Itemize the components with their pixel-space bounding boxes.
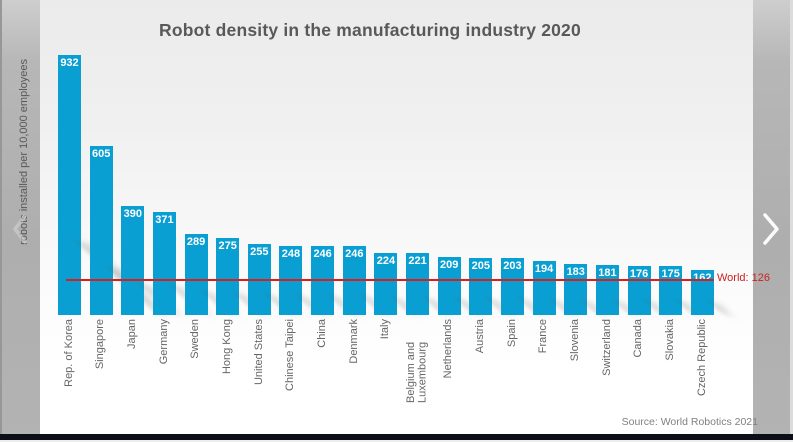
category-label: Czech Republic <box>695 319 708 397</box>
bar-value-label: 176 <box>629 268 649 280</box>
category-label-cell: Spain <box>501 319 524 407</box>
bar: 221 <box>406 253 430 315</box>
category-label-cell: Belgium and Luxembourg <box>405 319 429 407</box>
bar-value-label: 390 <box>123 208 142 220</box>
category-label-cell: Italy <box>374 319 397 407</box>
bar-value-label: 289 <box>186 236 206 248</box>
bar-value-label: 246 <box>345 248 364 260</box>
category-label: Italy <box>379 319 392 340</box>
bar-value-label: 255 <box>250 246 269 258</box>
bar-value-label: 205 <box>471 260 490 272</box>
bar-value-label: 371 <box>155 214 174 226</box>
carousel-prev-button[interactable] <box>8 211 32 251</box>
bar-value-label: 183 <box>566 266 585 278</box>
bar-series: 932 605 390 371 289 275 255 248 246 246 224 221 209 2… <box>58 55 714 315</box>
world-average-label: World: 126 <box>717 272 770 284</box>
bar: 275 <box>216 238 240 315</box>
bar: 162 <box>690 270 714 315</box>
bottom-highlight <box>0 440 793 442</box>
category-label: Sweden <box>189 319 202 359</box>
bar: 181 <box>595 265 619 315</box>
bar: 932 <box>58 55 81 315</box>
bar-value-label: 248 <box>281 248 301 260</box>
bar: 203 <box>500 258 524 315</box>
category-label: Spain <box>505 319 518 348</box>
source-caption: Source: World Robotics 2021 <box>621 416 758 428</box>
category-label-cell: Netherlands <box>438 319 461 407</box>
chart-title: Robot density in the manufacturing indus… <box>159 20 581 40</box>
chevron-right-icon <box>761 212 781 251</box>
category-label-cell: France <box>533 319 556 407</box>
category-label: Denmark <box>347 319 360 364</box>
bar-value-label: 175 <box>661 268 680 280</box>
category-label-cell: Slovenia <box>564 319 587 407</box>
category-label: United States <box>252 319 265 386</box>
category-label-cell: Hong Kong <box>216 319 239 407</box>
category-label: Rep. of Korea <box>62 319 75 387</box>
category-label-cell: China <box>311 319 334 407</box>
category-label: Slovenia <box>569 319 581 362</box>
category-label: France <box>537 319 550 354</box>
bar: 371 <box>152 212 176 315</box>
x-axis-labels: Rep. of Korea Singapore Japan Germany Sweden… <box>58 319 714 407</box>
category-label-cell: Sweden <box>185 319 208 407</box>
carousel-next-button[interactable] <box>759 211 783 251</box>
rail-edge-highlight <box>790 0 793 440</box>
category-label: Singapore <box>94 319 107 370</box>
bar: 209 <box>437 257 461 315</box>
bar-value-label: 275 <box>218 240 237 252</box>
bar: 605 <box>89 146 113 315</box>
category-label: Netherlands <box>442 319 455 379</box>
world-average-reference-line <box>66 279 714 281</box>
bar-value-label: 162 <box>693 272 712 284</box>
category-label: Germany <box>157 319 170 365</box>
category-label-cell: Chinese Taipei <box>279 319 302 407</box>
category-label: Chinese Taipei <box>284 319 297 391</box>
bar: 205 <box>469 258 493 315</box>
category-label-cell: Canada <box>628 319 651 407</box>
bar: 289 <box>184 234 208 315</box>
bar-value-label: 209 <box>440 259 459 271</box>
category-label: Japan <box>126 319 139 349</box>
bar-value-label: 605 <box>91 148 111 160</box>
bar: 224 <box>374 253 398 315</box>
bar: 175 <box>659 266 683 315</box>
category-label-cell: Switzerland <box>596 319 619 407</box>
next-slide-edge <box>0 434 793 440</box>
category-label-cell: United States <box>248 319 271 407</box>
category-label-cell: Slovakia <box>659 319 682 407</box>
category-label: Canada <box>632 319 645 358</box>
bar-value-label: 224 <box>376 255 396 267</box>
category-label: China <box>315 319 328 348</box>
category-label-cell: Singapore <box>90 319 113 407</box>
category-label-cell: Denmark <box>343 319 366 407</box>
category-label-cell: Japan <box>121 319 144 407</box>
category-label: Switzerland <box>600 319 613 376</box>
category-label-cell: Germany <box>153 319 176 407</box>
category-label-cell: Rep. of Korea <box>58 319 81 407</box>
category-label-cell: Austria <box>469 319 492 407</box>
category-label: Austria <box>474 319 487 354</box>
category-label: Hong Kong <box>220 319 233 375</box>
bar-value-label: 221 <box>408 255 427 267</box>
category-label-cell: Czech Republic <box>691 319 714 407</box>
bar: 183 <box>564 264 588 315</box>
bar: 390 <box>121 206 145 315</box>
bar-value-label: 194 <box>534 263 554 275</box>
bar-value-label: 181 <box>598 267 617 279</box>
category-label: Belgium and Luxembourg <box>405 341 429 403</box>
bar-value-label: 246 <box>313 248 332 260</box>
chevron-left-icon <box>11 213 29 250</box>
bar-value-label: 932 <box>60 57 79 69</box>
bar: 176 <box>627 266 651 315</box>
bar: 194 <box>532 261 556 315</box>
category-label: Slovakia <box>663 319 676 361</box>
bar-value-label: 203 <box>503 260 522 272</box>
